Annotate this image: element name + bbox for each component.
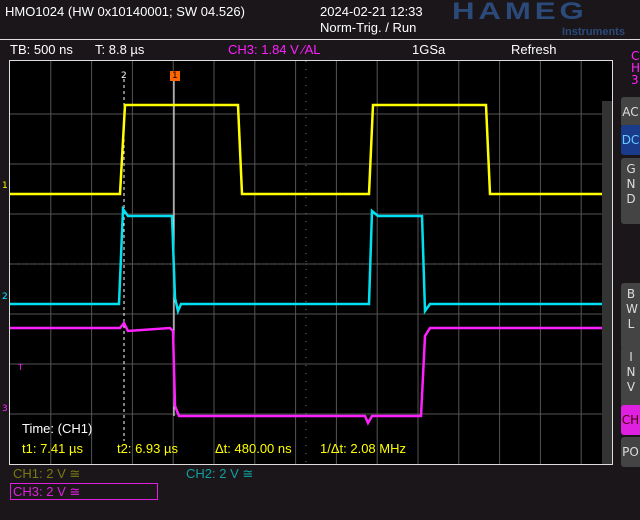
- hameg-logo: HAMEG: [452, 0, 588, 25]
- waveform-display: [10, 61, 612, 464]
- delta-t: Δt: 480.00 ns: [215, 441, 292, 456]
- cursor-t1: t1: 7.41 µs: [22, 441, 83, 456]
- ch3-scale[interactable]: CH3: 2 V ≅: [10, 483, 158, 500]
- ch2-marker[interactable]: 2: [2, 292, 8, 302]
- acq-mode[interactable]: Refresh: [511, 42, 557, 57]
- cursor1-label[interactable]: 2: [121, 71, 127, 81]
- divider: [0, 39, 640, 40]
- ch3-trace: [10, 320, 602, 426]
- trigger-state: Norm-Trig. / Run: [320, 20, 417, 35]
- po-button[interactable]: PO: [621, 437, 640, 467]
- ch2-trace: [10, 205, 602, 316]
- ac-button[interactable]: AC: [621, 97, 640, 127]
- gnd-button[interactable]: GND: [621, 158, 640, 224]
- trigger-level-marker[interactable]: T: [18, 363, 23, 372]
- datetime: 2024-02-21 12:33: [320, 4, 423, 19]
- ch1-marker[interactable]: 1: [2, 181, 8, 191]
- inv-button[interactable]: INV: [621, 346, 640, 412]
- cursor-t2: t2: 6.93 µs: [117, 441, 178, 456]
- timebase[interactable]: TB: 500 ns: [10, 42, 73, 57]
- ch1-trace: [10, 103, 602, 196]
- measure-title: Time: (CH1): [22, 421, 93, 436]
- cursor2-label[interactable]: 1: [170, 71, 180, 81]
- ch2-scale[interactable]: CH2: 2 V ≅: [186, 466, 254, 481]
- ch-button[interactable]: CH: [621, 405, 640, 435]
- trigger-setting[interactable]: CH3: 1.84 V ∕AL: [228, 42, 321, 57]
- sample-rate: 1GSa: [412, 42, 446, 57]
- device-info: HMO1024 (HW 0x10140001; SW 04.526): [5, 4, 245, 19]
- ch3-marker[interactable]: 3: [2, 404, 8, 414]
- scope-screen[interactable]: Time: (CH1) t1: 7.41 µs t2: 6.93 µs Δt: …: [2, 60, 613, 465]
- trigger-time[interactable]: T: 8.8 µs: [95, 42, 145, 57]
- ch1-scale[interactable]: CH1: 2 V ≅: [13, 466, 81, 481]
- hameg-logo-sub: Instruments: [562, 26, 625, 38]
- bwl-button[interactable]: BWL: [621, 283, 640, 349]
- scrollbar: [602, 101, 612, 464]
- dc-button[interactable]: DC: [621, 125, 640, 155]
- inv-delta-t: 1/Δt: 2.08 MHz: [320, 441, 406, 456]
- side-channel-label: CH3: [631, 49, 640, 87]
